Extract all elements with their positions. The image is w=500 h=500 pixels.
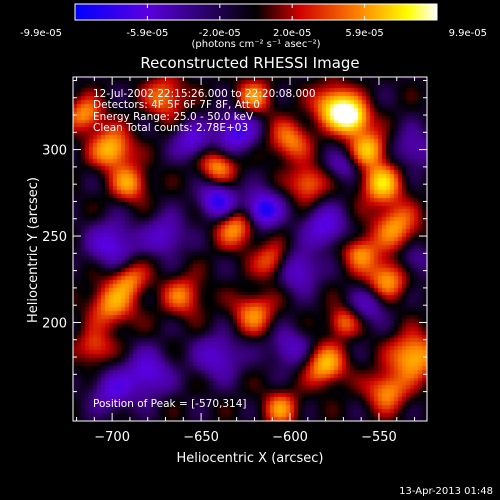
timestamp: 13-Apr-2013 01:48 <box>399 486 493 497</box>
y-axis-ticks <box>73 79 427 393</box>
colorbar-ticks <box>74 4 438 20</box>
colorbar-tick-label: -2.0e-05 <box>199 28 241 39</box>
info-time-range: 12-Jul-2002 22:15:26.000 to 22:20:08.000 <box>93 88 316 100</box>
info-clean-counts: Clean Total counts: 2.78E+03 <box>93 122 248 134</box>
info-detectors: Detectors: 4F 5F 6F 7F 8F, Att 0 <box>93 99 260 111</box>
x-tick-label: −600 <box>272 430 308 445</box>
info-energy-range: Energy Range: 25.0 - 50.0 keV <box>93 111 254 123</box>
info-peak-position: Position of Peak = [-570,314] <box>93 398 247 410</box>
chart-title: Reconstructed RHESSI Image <box>140 54 359 72</box>
colorbar-tick-labels: -9.9e-05 -5.9e-05 -2.0e-05 2.0e-05 5.9e-05 9.… <box>20 28 487 39</box>
y-tick-label: 250 <box>42 230 67 245</box>
heatmap-container <box>73 77 427 421</box>
colorbar-tick-label: -5.9e-05 <box>126 28 168 39</box>
colorbar-unit-label: (photons cm⁻² s⁻¹ asec⁻²) <box>191 39 320 50</box>
y-axis-tick-labels: 200 250 300 <box>42 144 67 332</box>
colorbar-tick-label: 5.9e-05 <box>345 28 383 39</box>
y-axis-label: Heliocentric Y (arcsec) <box>26 177 41 323</box>
x-tick-label: −550 <box>361 430 397 445</box>
x-axis-tick-labels: −700 −650 −600 −550 <box>94 430 397 445</box>
colorbar-tick-label: 9.9e-05 <box>449 28 487 39</box>
heatmap-image <box>73 77 427 421</box>
colorbar <box>75 4 437 20</box>
y-tick-label: 200 <box>42 316 67 331</box>
y-tick-label: 300 <box>42 144 67 159</box>
plot-frame <box>72 76 428 422</box>
colorbar-frame <box>74 3 438 21</box>
x-axis-ticks <box>76 77 416 421</box>
colorbar-tick-label: -9.9e-05 <box>20 28 62 39</box>
x-axis-label: Heliocentric X (arcsec) <box>177 451 324 466</box>
colorbar-tick-label: 2.0e-05 <box>273 28 311 39</box>
x-tick-label: −650 <box>183 430 219 445</box>
info-panel: 12-Jul-2002 22:15:26.000 to 22:20:08.000… <box>93 88 316 410</box>
x-tick-label: −700 <box>94 430 130 445</box>
